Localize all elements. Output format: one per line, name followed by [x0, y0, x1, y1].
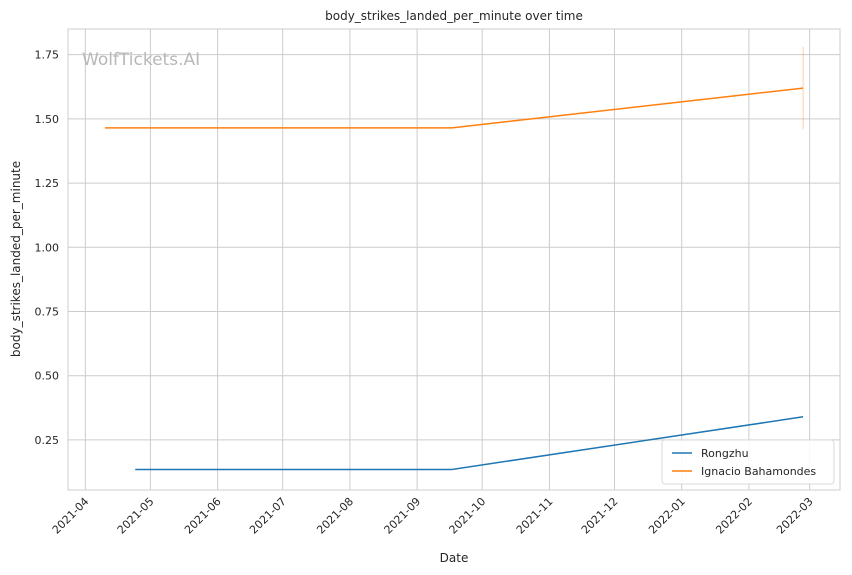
- plot-frame: [67, 28, 841, 491]
- y-tick-label: 1.50: [35, 113, 60, 126]
- legend-box: [661, 439, 835, 485]
- y-tick-label: 0.50: [35, 370, 60, 383]
- x-axis-title: Date: [440, 551, 469, 565]
- series-line-0: [135, 416, 804, 471]
- watermark: WolfTickets.AI: [82, 50, 200, 70]
- y-tick-label: 1.75: [35, 49, 60, 62]
- y-tick-label: 1.00: [35, 241, 60, 254]
- series-layer: [104, 46, 804, 471]
- y-tick-label: 0.25: [35, 434, 60, 447]
- series-line-1: [104, 87, 804, 129]
- y-tick-label: 1.25: [35, 177, 60, 190]
- chart-title: body_strikes_landed_per_minute over time: [325, 9, 583, 23]
- legend-label: Rongzhu: [701, 447, 749, 460]
- legend: Rongzhu Ignacio Bahamondes: [661, 439, 835, 485]
- y-axis: 0.25 0.50 0.75 1.00 1.25 1.50 1.75: [35, 49, 60, 447]
- y-tick-label: 0.75: [35, 306, 60, 319]
- y-axis-title: body_strikes_landed_per_minute: [9, 161, 23, 357]
- legend-label: Ignacio Bahamondes: [701, 465, 816, 478]
